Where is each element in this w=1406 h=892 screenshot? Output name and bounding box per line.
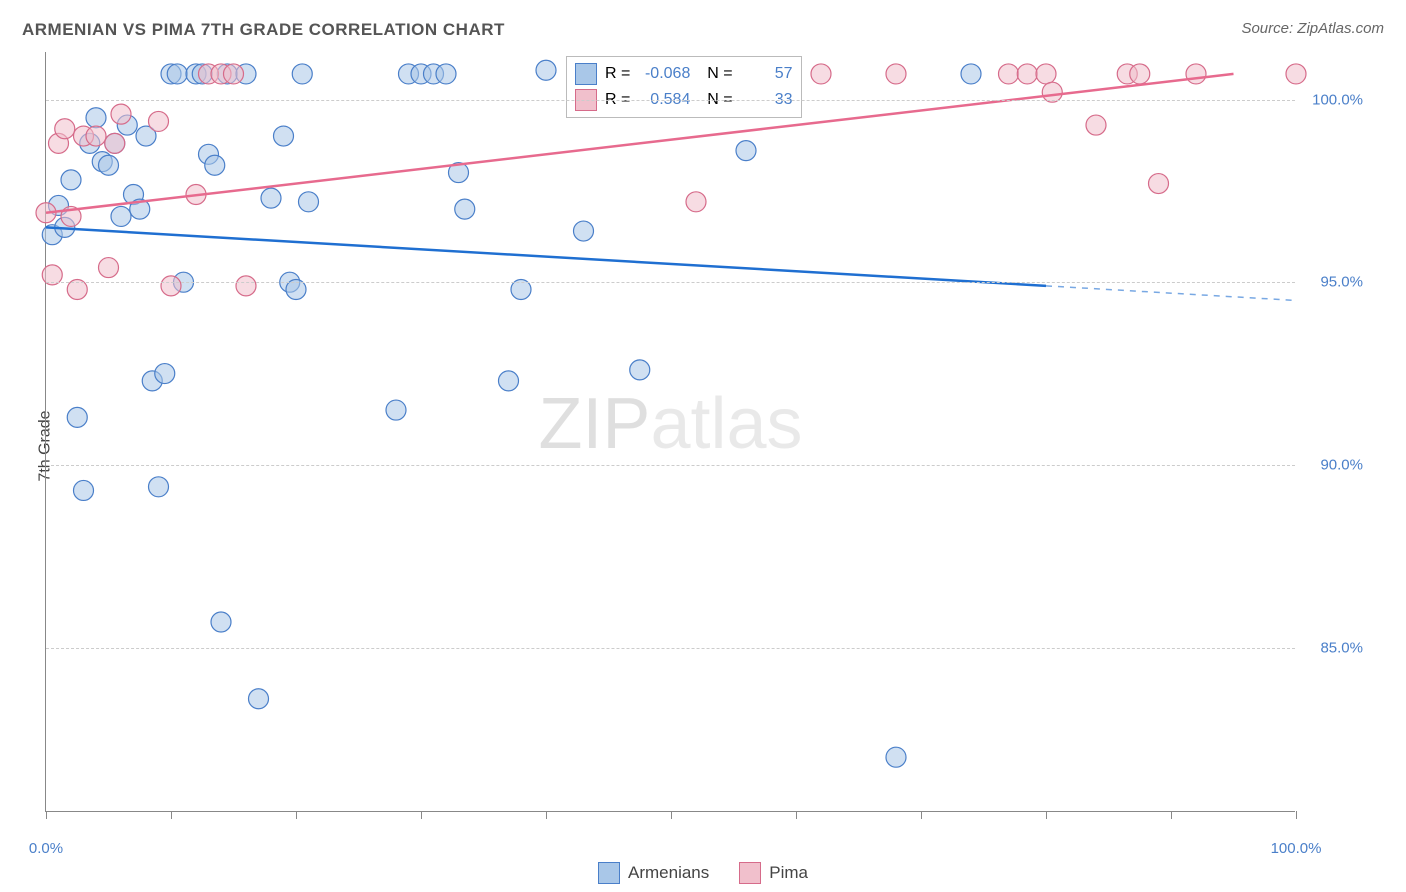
data-point (536, 60, 556, 80)
x-tick (921, 811, 922, 819)
y-tick-label: 95.0% (1303, 274, 1363, 291)
data-point (105, 133, 125, 153)
x-tick (296, 811, 297, 819)
data-point (886, 747, 906, 767)
data-point (236, 276, 256, 296)
stats-legend-row: R = -0.068 N = 57 (575, 61, 793, 87)
data-point (299, 192, 319, 212)
data-point (61, 170, 81, 190)
legend-swatch (739, 862, 761, 884)
data-point (811, 64, 831, 84)
data-point (111, 206, 131, 226)
data-point (99, 155, 119, 175)
x-tick-label: 100.0% (1271, 840, 1322, 857)
data-point (886, 64, 906, 84)
data-point (261, 188, 281, 208)
stat-n: 57 (741, 61, 793, 87)
chart-title: ARMENIAN VS PIMA 7TH GRADE CORRELATION C… (22, 20, 505, 40)
data-point (574, 221, 594, 241)
stats-legend: R = -0.068 N = 57 R = 0.584 N = 33 (566, 56, 802, 118)
data-point (55, 119, 75, 139)
data-point (111, 104, 131, 124)
y-tick-label: 100.0% (1303, 91, 1363, 108)
gridline (46, 100, 1295, 101)
data-point (999, 64, 1019, 84)
legend-swatch (575, 63, 597, 85)
data-point (161, 276, 181, 296)
gridline (46, 282, 1295, 283)
data-point (224, 64, 244, 84)
x-tick (546, 811, 547, 819)
trend-line-extrap (1046, 286, 1296, 301)
plot-area: ZIPatlas R = -0.068 N = 57 R = 0.584 N =… (45, 52, 1295, 812)
data-point (86, 126, 106, 146)
x-tick (421, 811, 422, 819)
x-tick (171, 811, 172, 819)
data-point (1186, 64, 1206, 84)
data-point (149, 111, 169, 131)
data-point (74, 480, 94, 500)
data-point (1086, 115, 1106, 135)
data-point (455, 199, 475, 219)
chart-svg (46, 52, 1295, 811)
data-point (1286, 64, 1306, 84)
x-tick (1046, 811, 1047, 819)
trend-line (46, 227, 1046, 285)
legend-item: Pima (739, 862, 808, 884)
data-point (155, 364, 175, 384)
data-point (386, 400, 406, 420)
data-point (1149, 174, 1169, 194)
data-point (1130, 64, 1150, 84)
data-point (99, 258, 119, 278)
bottom-legend: Armenians Pima (598, 862, 808, 884)
legend-swatch (598, 862, 620, 884)
data-point (436, 64, 456, 84)
x-tick (1296, 811, 1297, 819)
data-point (149, 477, 169, 497)
data-point (736, 141, 756, 161)
legend-label: Armenians (628, 863, 709, 883)
gridline (46, 648, 1295, 649)
y-tick-label: 90.0% (1303, 456, 1363, 473)
data-point (249, 689, 269, 709)
source-label: Source: ZipAtlas.com (1241, 20, 1384, 37)
data-point (961, 64, 981, 84)
x-tick (796, 811, 797, 819)
x-tick (46, 811, 47, 819)
y-tick-label: 85.0% (1303, 639, 1363, 656)
data-point (67, 407, 87, 427)
data-point (1036, 64, 1056, 84)
stat-r: -0.068 (638, 61, 690, 87)
data-point (86, 108, 106, 128)
legend-item: Armenians (598, 862, 709, 884)
x-tick (1171, 811, 1172, 819)
data-point (211, 612, 231, 632)
gridline (46, 465, 1295, 466)
data-point (1017, 64, 1037, 84)
data-point (205, 155, 225, 175)
data-point (167, 64, 187, 84)
x-tick-label: 0.0% (29, 840, 63, 857)
legend-label: Pima (769, 863, 808, 883)
data-point (292, 64, 312, 84)
data-point (630, 360, 650, 380)
data-point (274, 126, 294, 146)
x-tick (671, 811, 672, 819)
data-point (686, 192, 706, 212)
data-point (499, 371, 519, 391)
